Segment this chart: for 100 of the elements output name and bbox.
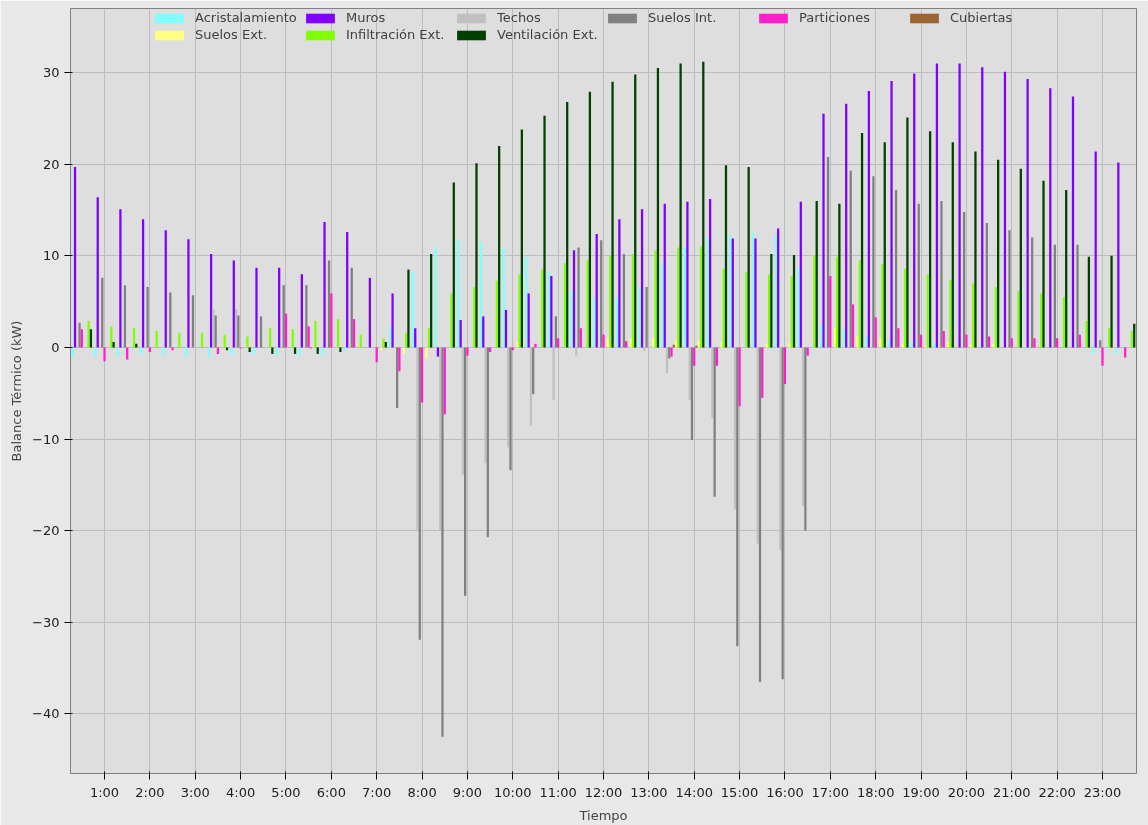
x-tick-label: 18:00 <box>856 784 895 800</box>
bar <box>71 347 74 357</box>
legend-label: Techos <box>497 10 542 25</box>
bar <box>618 219 621 348</box>
bar <box>436 347 440 357</box>
bar <box>525 256 528 348</box>
bar <box>602 334 605 348</box>
y-tick-label: −40 <box>32 706 60 722</box>
x-tick-label: 1:00 <box>89 784 120 800</box>
bar <box>178 332 181 348</box>
bar <box>720 341 723 348</box>
bar <box>797 267 800 348</box>
bar <box>665 347 669 374</box>
bar <box>148 347 152 353</box>
bar <box>745 272 748 348</box>
y-tick-label: 30 <box>42 65 60 81</box>
bar <box>246 336 249 348</box>
x-tick-label: 13:00 <box>630 784 668 800</box>
bar <box>407 269 410 348</box>
bar <box>865 336 868 348</box>
legend-label: Ventilación Ext. <box>497 27 599 42</box>
bar <box>693 347 696 366</box>
bar <box>146 287 149 348</box>
legend-label: Cubiertas <box>950 10 1014 25</box>
bar <box>686 201 689 348</box>
legend-label: Suelos Int. <box>648 10 718 25</box>
bar <box>965 334 968 348</box>
bar <box>890 80 893 348</box>
bar <box>103 347 106 362</box>
bar <box>715 347 719 366</box>
bar <box>216 347 220 354</box>
x-tick-label: 6:00 <box>316 784 346 800</box>
bar <box>416 347 419 531</box>
bar <box>1101 347 1104 366</box>
bar <box>949 279 952 348</box>
bar <box>661 263 664 348</box>
bar <box>729 234 732 348</box>
bar <box>484 347 487 463</box>
bar <box>78 322 81 348</box>
bar <box>543 115 546 348</box>
bar <box>119 209 122 348</box>
bar <box>466 347 469 356</box>
bar <box>450 293 453 348</box>
bar <box>94 347 97 357</box>
bar <box>185 347 188 357</box>
bar <box>1114 347 1118 354</box>
x-tick-label: 12:00 <box>584 784 623 800</box>
bar <box>380 347 383 351</box>
legend-label: Muros <box>346 10 387 25</box>
bar <box>402 347 406 354</box>
x-tick-label: 8:00 <box>407 784 437 800</box>
bar <box>1033 338 1036 348</box>
bar <box>813 255 816 348</box>
bar <box>872 176 875 348</box>
bar <box>139 347 142 355</box>
bar <box>738 347 741 407</box>
bar <box>391 293 394 348</box>
x-tick-label: 20:00 <box>947 784 986 800</box>
x-tick-label: 21:00 <box>993 784 1031 800</box>
legend-label: Acristalamiento <box>195 10 298 25</box>
y-tick-label: 20 <box>42 156 60 172</box>
bar <box>1092 347 1095 354</box>
bar <box>459 320 462 348</box>
bar <box>1042 180 1045 348</box>
legend-label: Particiones <box>799 10 871 25</box>
bar <box>230 347 233 355</box>
bar <box>316 347 319 354</box>
y-tick-label: 0 <box>51 339 60 355</box>
bar <box>323 221 326 348</box>
bar <box>225 347 229 351</box>
bar <box>838 203 841 348</box>
x-tick-label: 5:00 <box>271 784 301 800</box>
bar <box>488 347 492 353</box>
bar <box>314 320 317 348</box>
bar <box>509 347 512 471</box>
bar <box>511 347 514 351</box>
bar <box>992 343 995 348</box>
bar <box>1085 320 1088 348</box>
bar <box>779 347 782 550</box>
x-axis-title: Tiempo <box>578 807 628 823</box>
bar <box>382 338 385 348</box>
bar <box>534 343 537 348</box>
bar <box>117 347 120 357</box>
bar <box>856 336 859 348</box>
bar <box>754 238 757 348</box>
bar <box>398 347 401 372</box>
bar <box>586 260 589 348</box>
y-tick-label: −10 <box>32 431 60 447</box>
bar <box>321 347 324 356</box>
bar <box>906 117 909 348</box>
bar <box>271 347 274 354</box>
bar <box>1017 290 1020 348</box>
bar <box>275 347 279 356</box>
bar <box>643 347 646 352</box>
y-tick-label: 10 <box>42 248 60 264</box>
bar <box>822 113 825 348</box>
bar <box>293 347 297 354</box>
x-tick-label: 4:00 <box>226 784 256 800</box>
bar <box>441 347 444 737</box>
bar <box>425 347 428 359</box>
